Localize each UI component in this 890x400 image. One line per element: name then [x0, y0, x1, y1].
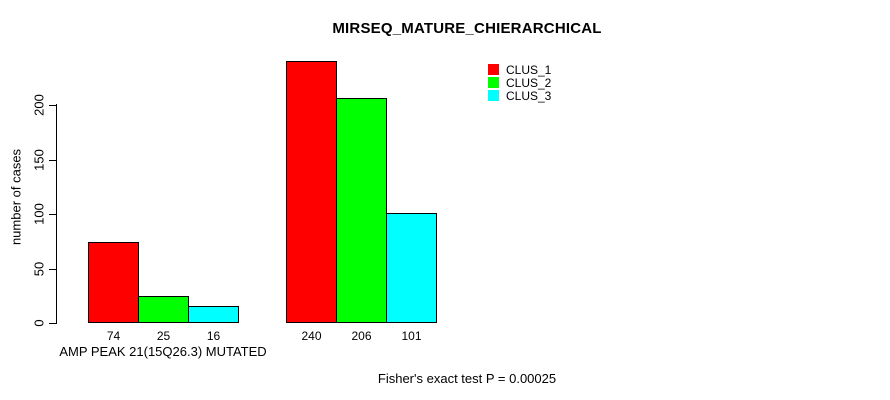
legend-swatch-green — [488, 77, 499, 88]
y-tick — [49, 269, 56, 270]
legend-label-clus-1: CLUS_1 — [506, 62, 552, 77]
y-axis-title: number of cases — [8, 148, 24, 246]
chart-title: MIRSEQ_MATURE_CHIERARCHICAL — [332, 20, 602, 37]
y-tick-label: 100 — [31, 203, 47, 225]
bar-clus_2 — [138, 296, 189, 323]
y-tick-label: 200 — [31, 94, 47, 116]
y-tick-label: 150 — [31, 149, 47, 171]
y-tick — [49, 214, 56, 215]
legend-label-clus-3: CLUS_3 — [506, 88, 552, 103]
legend-item-clus-3: CLUS_3 — [488, 88, 552, 103]
y-tick — [49, 323, 56, 324]
bar-clus_1 — [286, 61, 337, 323]
legend-item-clus-1: CLUS_1 — [488, 62, 552, 77]
bar-value-label: 206 — [351, 329, 372, 343]
y-tick — [49, 160, 56, 161]
bar-clus_3 — [188, 306, 239, 323]
bar-clus_3 — [386, 213, 437, 323]
legend-swatch-cyan — [488, 90, 499, 101]
y-axis-line — [56, 104, 57, 324]
legend-item-clus-2: CLUS_2 — [488, 75, 552, 90]
bar-value-label: 74 — [106, 329, 121, 343]
y-tick-label: 0 — [31, 319, 47, 327]
y-tick — [49, 105, 56, 106]
legend-label-clus-2: CLUS_2 — [506, 75, 552, 90]
bar-value-label: 101 — [401, 329, 422, 343]
x-group-label: AMP PEAK 21(15Q26.3) MUTATED — [59, 344, 267, 359]
bar-value-label: 25 — [156, 329, 171, 343]
bar-value-label: 240 — [301, 329, 322, 343]
y-tick-label: 50 — [31, 261, 47, 277]
bar-clus_2 — [336, 98, 387, 323]
bar-clus_1 — [88, 242, 139, 323]
legend: CLUS_1 CLUS_2 CLUS_3 — [488, 62, 552, 103]
fisher-test-footnote: Fisher's exact test P = 0.00025 — [377, 371, 557, 386]
bar-value-label: 16 — [206, 329, 221, 343]
legend-swatch-red — [488, 64, 499, 75]
